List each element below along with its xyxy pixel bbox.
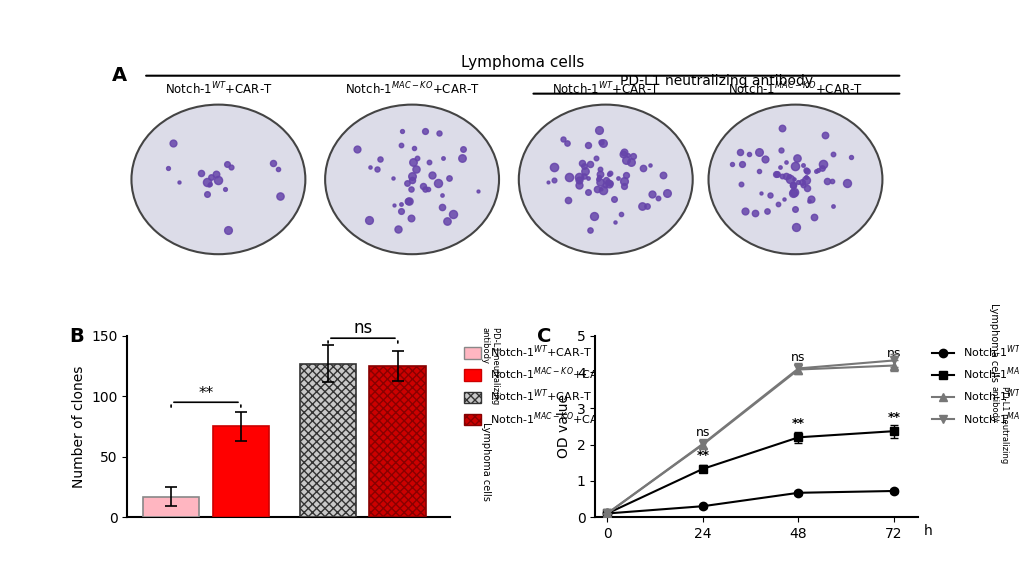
Text: Lymphoma cells: Lymphoma cells [461, 55, 584, 70]
Y-axis label: OD value: OD value [556, 394, 571, 458]
Text: ns: ns [791, 351, 805, 364]
Text: B: B [69, 327, 85, 346]
Text: Lymphoma cells: Lymphoma cells [480, 422, 490, 501]
Text: Lymphoma cells: Lymphoma cells [988, 303, 999, 382]
Ellipse shape [131, 105, 305, 254]
Ellipse shape [708, 105, 881, 254]
Bar [212, 426, 269, 517]
Text: ns: ns [695, 426, 709, 439]
Text: Notch-1$^{WT}$+CAR-T: Notch-1$^{WT}$+CAR-T [551, 81, 659, 98]
Bar [300, 364, 356, 517]
Text: **: ** [696, 449, 708, 462]
Y-axis label: Number of clones: Number of clones [71, 365, 86, 487]
Text: Notch-1$^{MAC-KO}$+CAR-T: Notch-1$^{MAC-KO}$+CAR-T [728, 81, 862, 98]
Text: **: ** [887, 411, 900, 424]
Text: C: C [537, 327, 551, 346]
Text: PD-L1 neutralizing
antibody: PD-L1 neutralizing antibody [480, 327, 499, 404]
Text: PD-L1 neutralizing
antibody: PD-L1 neutralizing antibody [988, 386, 1008, 462]
Bar [369, 366, 426, 517]
Text: A: A [112, 66, 126, 85]
Ellipse shape [325, 105, 498, 254]
Text: ns: ns [887, 347, 901, 360]
X-axis label: h: h [922, 524, 931, 539]
Legend: Notch-1$^{WT}$+CAR-T, Notch-1$^{MAC-KO}$+CAR-T, Notch-1$^{WT}$+CAR-T, Notch-1$^{: Notch-1$^{WT}$+CAR-T, Notch-1$^{MAC-KO}$… [462, 342, 620, 429]
Ellipse shape [519, 105, 692, 254]
Text: PD-L1 neutralizing antibody: PD-L1 neutralizing antibody [620, 74, 812, 88]
Legend: Notch-1$^{WT}$+CAR-T, Notch-1$^{MAC-KO}$+CAR-T, Notch-1$^{WT}$+CAR-T, Notch-1$^{: Notch-1$^{WT}$+CAR-T, Notch-1$^{MAC-KO}$… [929, 342, 1019, 429]
Text: ns: ns [353, 319, 372, 337]
Text: **: ** [791, 417, 804, 430]
Bar [143, 497, 200, 517]
Text: **: ** [198, 386, 213, 401]
Text: Notch-1$^{WT}$+CAR-T: Notch-1$^{WT}$+CAR-T [164, 81, 272, 98]
Text: Notch-1$^{MAC-KO}$+CAR-T: Notch-1$^{MAC-KO}$+CAR-T [344, 81, 479, 98]
